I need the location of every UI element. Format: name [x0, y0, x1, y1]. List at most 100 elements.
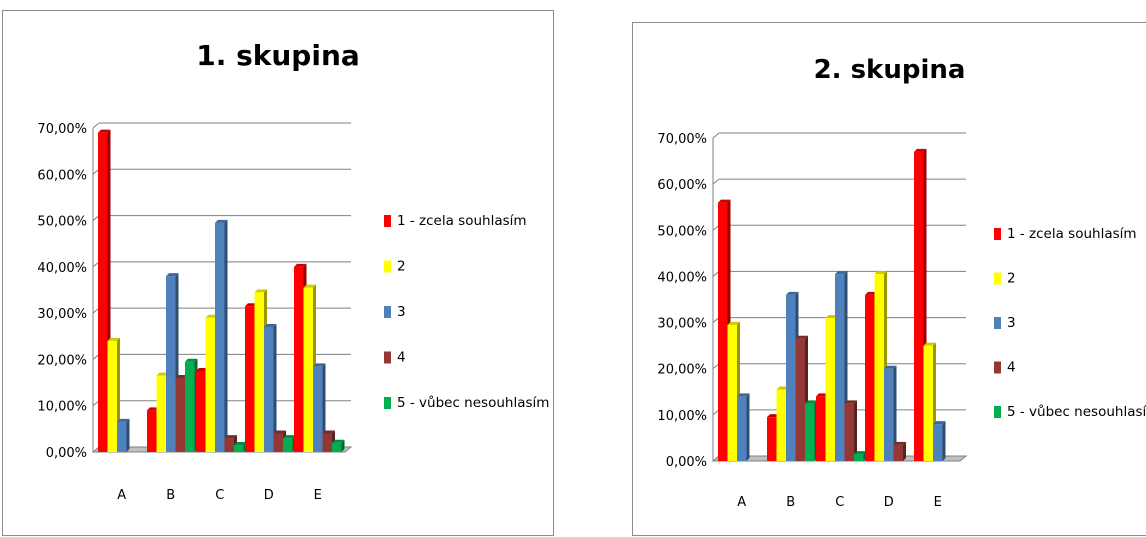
chart-panel-2: 2. skupina 0,00% 10,00% 20,00% 30,00% 40,00%… — [632, 22, 1146, 536]
bar-front — [196, 371, 206, 452]
bar-top — [147, 407, 160, 411]
bar-front — [776, 389, 786, 461]
bar-top — [264, 324, 277, 328]
bar-top — [254, 289, 267, 293]
gridline — [712, 132, 720, 139]
bar-top — [322, 430, 335, 434]
bar-top — [215, 219, 228, 223]
bar-top — [117, 418, 130, 422]
legend-swatch — [384, 397, 391, 409]
bar-front — [914, 151, 924, 462]
bar — [844, 400, 857, 461]
bar-top — [245, 303, 258, 307]
bar-top — [893, 441, 906, 445]
bar — [283, 435, 296, 452]
bar-top — [874, 271, 887, 275]
bar — [313, 363, 326, 452]
legend-swatch — [994, 228, 1001, 240]
bar — [215, 219, 228, 452]
y-tick-label: 0,00% — [46, 446, 87, 461]
bar-front — [224, 438, 234, 452]
bar-top — [816, 393, 829, 397]
legend-swatch — [994, 272, 1001, 285]
bar-front — [737, 396, 747, 461]
bar-top — [854, 451, 867, 455]
x-tick-label: B — [786, 495, 795, 510]
bar-front — [727, 324, 737, 461]
bar — [737, 393, 750, 461]
x-tick-label: C — [835, 495, 844, 510]
bar-front — [825, 317, 835, 461]
chart-title: 2. skupina — [813, 55, 966, 85]
bar-top — [224, 435, 237, 439]
bar-top — [825, 314, 838, 318]
bar-top — [767, 414, 780, 418]
bar — [933, 421, 946, 461]
bar-top — [175, 374, 188, 378]
bar — [117, 418, 130, 452]
bar-front — [294, 266, 304, 452]
y-tick-label: 70,00% — [657, 132, 707, 147]
bar-front — [835, 274, 845, 461]
bar-front — [795, 338, 805, 461]
y-tick-label: 50,00% — [37, 215, 87, 230]
x-tick-label: A — [737, 495, 746, 510]
bar-front — [767, 417, 777, 461]
bar-top — [776, 386, 789, 390]
bar — [185, 358, 198, 452]
bar-front — [844, 403, 854, 461]
bar-front — [786, 294, 796, 461]
bar-top — [805, 400, 818, 404]
bar-side — [341, 439, 345, 452]
bar-top — [205, 314, 218, 318]
legend-swatch — [384, 306, 391, 318]
bar-front — [245, 306, 255, 452]
legend-swatch — [384, 260, 391, 273]
x-tick-label: E — [314, 488, 322, 503]
x-tick-label: D — [264, 488, 274, 503]
bar-top — [273, 430, 286, 434]
bar-front — [893, 444, 903, 461]
bar-front — [156, 375, 166, 452]
x-tick-label: D — [884, 495, 894, 510]
bar-top — [234, 442, 247, 446]
bar-front — [254, 292, 264, 452]
chart-title: 1. skupina — [196, 39, 360, 72]
legend-entry: 4 — [1007, 360, 1016, 376]
bar-front — [205, 317, 215, 452]
bar-top — [98, 129, 111, 133]
bar-side — [322, 363, 326, 452]
bar-side — [746, 393, 750, 461]
bar-side — [854, 400, 857, 461]
bar-top — [933, 421, 946, 425]
chart-panel-1: 1. skupina 0,00% 10,00% 20,00% 30,00% 40,00%… — [2, 10, 554, 536]
bar-front — [933, 424, 943, 461]
bar-front — [185, 361, 195, 452]
bar-side — [224, 219, 228, 452]
bar-front — [874, 274, 884, 461]
bar-front — [854, 454, 864, 461]
bar-front — [303, 287, 313, 452]
bar-front — [234, 445, 244, 452]
bar-front — [283, 438, 293, 452]
gridline — [92, 122, 100, 129]
x-tick-label: A — [117, 488, 126, 503]
bar — [332, 439, 345, 452]
bar-top — [844, 400, 857, 404]
bar — [854, 451, 867, 461]
bar-front — [147, 410, 157, 452]
legend-swatch — [994, 361, 1001, 374]
bar — [884, 365, 897, 461]
legend-swatch — [994, 406, 1001, 418]
bar-front — [175, 377, 185, 452]
y-tick-label: 60,00% — [37, 168, 87, 183]
legend-entry: 5 - vůbec nesouhlasím — [1007, 404, 1146, 420]
bar-front — [107, 340, 117, 452]
y-tick-label: 30,00% — [657, 317, 707, 332]
y-tick-label: 20,00% — [37, 353, 87, 368]
bar-chart-1: 0,00% 10,00% 20,00% 30,00% 40,00% 50,00% 60,00… — [37, 122, 549, 503]
bar-top — [718, 199, 731, 203]
bar-front — [313, 366, 323, 452]
bar-side — [893, 365, 897, 461]
bar-front — [322, 433, 332, 452]
